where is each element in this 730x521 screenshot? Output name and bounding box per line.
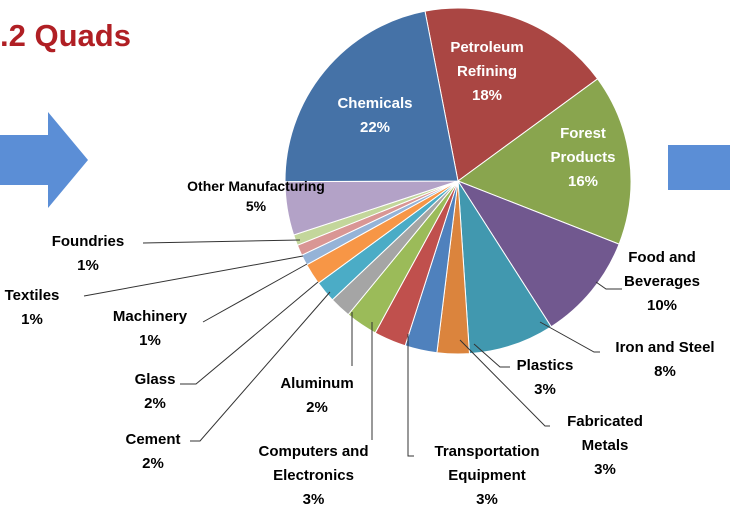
category-label: Computers and Electronics: [258, 443, 369, 484]
value-label: 5%: [245, 198, 267, 214]
slice-label: Forest Products 16%: [535, 122, 631, 194]
category-label: Fabricated Metals: [567, 413, 643, 454]
category-label: Other Manufacturing: [187, 178, 325, 194]
category-label: Transportation Equipment: [434, 443, 540, 484]
category-label: Machinery: [112, 308, 188, 325]
slice-label: Computers and Electronics 3%: [236, 440, 391, 512]
slice-label: Glass 2%: [120, 368, 190, 416]
slice-label: Foundries 1%: [30, 230, 146, 278]
slice-label: Chemicals 22%: [310, 92, 440, 140]
category-label: Aluminum: [280, 375, 354, 392]
slice-label: Aluminum 2%: [262, 372, 372, 420]
category-label: Petroleum Refining: [450, 39, 524, 80]
value-label: 1%: [21, 311, 43, 328]
value-label: 1%: [139, 332, 161, 349]
pie-slice: [456, 78, 632, 245]
arrow-right: [668, 145, 730, 190]
value-label: 1%: [77, 257, 99, 274]
category-label: Foundries: [51, 233, 125, 250]
category-label: Forest Products: [550, 125, 616, 166]
value-label: 16%: [567, 173, 599, 190]
value-label: 22%: [359, 119, 391, 136]
leader-lines: [83, 239, 622, 457]
slice-label: Transportation Equipment 3%: [412, 440, 562, 512]
chart-title: .2 Quads: [0, 18, 131, 53]
category-label: Cement: [125, 431, 181, 448]
value-label: 8%: [654, 363, 676, 380]
slice-label: Petroleum Refining 18%: [432, 36, 542, 108]
slice-label: Fabricated Metals 3%: [550, 410, 660, 482]
pie-slice: [284, 10, 459, 183]
slice-label: Cement 2%: [110, 428, 196, 476]
arrow-left: [0, 112, 88, 208]
slice-label: Other Manufacturing 5%: [186, 176, 326, 216]
value-label: 10%: [646, 297, 678, 314]
value-label: 3%: [534, 381, 556, 398]
category-label: Iron and Steel: [615, 339, 715, 356]
slice-label: Machinery 1%: [92, 305, 208, 353]
value-label: 3%: [476, 491, 498, 508]
category-label: Food and Beverages: [624, 249, 700, 290]
value-label: 2%: [144, 395, 166, 412]
value-label: 2%: [142, 455, 164, 472]
value-label: 18%: [471, 87, 503, 104]
category-label: Textiles: [4, 287, 60, 304]
category-label: Chemicals: [337, 95, 413, 112]
value-label: 3%: [594, 461, 616, 478]
category-label: Glass: [134, 371, 176, 388]
pie-slice: [456, 179, 620, 328]
category-label: Plastics: [516, 357, 574, 374]
slice-label: Plastics 3%: [510, 354, 580, 402]
value-label: 2%: [306, 399, 328, 416]
slice-label: Textiles 1%: [0, 284, 84, 332]
pie-slice: [424, 7, 599, 182]
slice-label: Iron and Steel 8%: [600, 336, 730, 384]
slice-label: Food and Beverages 10%: [612, 246, 712, 318]
value-label: 3%: [302, 491, 325, 508]
